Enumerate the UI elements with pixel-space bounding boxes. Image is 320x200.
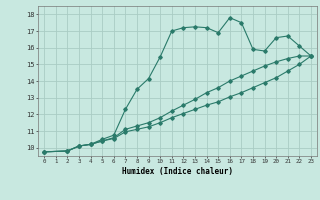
- X-axis label: Humidex (Indice chaleur): Humidex (Indice chaleur): [122, 167, 233, 176]
